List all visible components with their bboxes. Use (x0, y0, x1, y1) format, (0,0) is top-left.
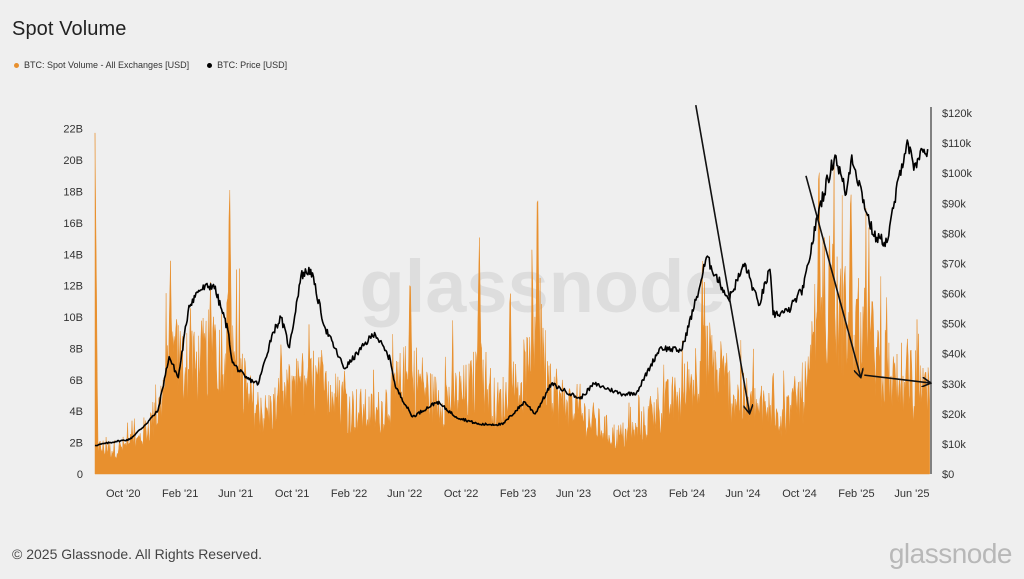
x-tick-label: Feb '21 (162, 488, 198, 500)
y-left-tick-label: 10B (63, 312, 83, 324)
x-tick-label: Oct '21 (275, 488, 310, 500)
x-tick-label: Oct '20 (106, 488, 141, 500)
annotation-arrow-1 (695, 105, 750, 413)
x-tick-label: Oct '23 (613, 488, 648, 500)
y-right-tick-label: $90k (942, 198, 966, 210)
y-right-tick-label: $110k (942, 138, 972, 150)
y-right-tick-label: $10k (942, 439, 966, 451)
x-tick-label: Oct '22 (444, 488, 479, 500)
y-left-tick-label: 8B (70, 343, 83, 355)
y-right-tick-label: $80k (942, 228, 966, 240)
y-left-tick-label: 22B (63, 124, 83, 136)
legend-swatch-price (207, 62, 213, 68)
legend: BTC: Spot Volume - All Exchanges [USD] B… (14, 60, 287, 70)
legend-item-price[interactable]: BTC: Price [USD] (207, 60, 287, 70)
x-tick-label: Feb '25 (838, 488, 874, 500)
volume-area (94, 132, 930, 475)
price-line (94, 139, 929, 447)
x-tick-label: Oct '24 (782, 488, 817, 500)
y-right-tick-label: $120k (942, 108, 972, 120)
legend-swatch-volume (14, 62, 19, 68)
y-left-tick-label: 0 (77, 469, 83, 481)
y-left-tick-label: 20B (63, 155, 83, 167)
y-left-tick-label: 12B (63, 281, 83, 293)
legend-label-volume: BTC: Spot Volume - All Exchanges [USD] (24, 60, 190, 70)
y-left-tick-label: 14B (63, 249, 83, 261)
x-tick-label: Jun '21 (218, 488, 253, 500)
x-tick-label: Jun '23 (556, 488, 591, 500)
y-right-tick-label: $100k (942, 168, 972, 180)
y-left-tick-label: 4B (70, 406, 83, 418)
annotation-arrow-3 (864, 374, 930, 383)
y-left-tick-label: 16B (63, 218, 83, 230)
x-tick-label: Feb '23 (500, 488, 536, 500)
copyright-footer: © 2025 Glassnode. All Rights Reserved. (12, 546, 263, 562)
y-right-tick-label: $50k (942, 319, 966, 331)
y-right-tick-label: $60k (942, 289, 966, 301)
x-tick-label: Feb '22 (331, 488, 367, 500)
legend-item-volume[interactable]: BTC: Spot Volume - All Exchanges [USD] (14, 60, 189, 70)
x-tick-label: Jun '25 (894, 488, 929, 500)
y-right-tick-label: $20k (942, 409, 966, 421)
x-tick-label: Jun '22 (387, 488, 422, 500)
y-left-tick-label: 6B (70, 375, 83, 387)
annotation-arrow-2 (805, 175, 861, 377)
y-right-tick-label: $40k (942, 349, 966, 361)
legend-label-price: BTC: Price [USD] (217, 60, 288, 70)
chart-title: Spot Volume (12, 18, 127, 40)
brand-logo: glassnode (888, 538, 1013, 569)
y-right-tick-label: $0 (942, 469, 954, 481)
y-left-tick-label: 18B (63, 186, 83, 198)
y-left-tick-label: 2B (70, 438, 83, 450)
x-tick-label: Jun '24 (725, 488, 760, 500)
y-right-tick-label: $30k (942, 379, 966, 391)
x-tick-label: Feb '24 (669, 488, 705, 500)
y-right-tick-label: $70k (942, 258, 966, 270)
watermark: glassnode (360, 245, 726, 328)
